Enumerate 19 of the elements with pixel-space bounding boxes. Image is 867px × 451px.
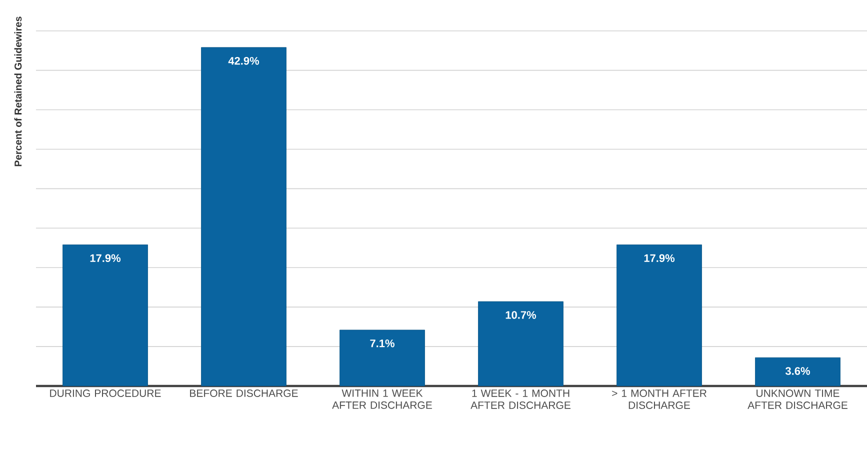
y-axis-title: Percent of Retained Guidewires <box>14 16 22 166</box>
x-tick-label: > 1 MONTH AFTER DISCHARGE <box>612 390 706 409</box>
data-label: 42.9% <box>228 56 260 65</box>
bar <box>616 244 702 386</box>
data-label: 17.9% <box>644 254 675 262</box>
bar <box>201 47 286 386</box>
bar <box>478 301 564 386</box>
data-label: 17.9% <box>90 254 121 262</box>
bar <box>62 244 148 386</box>
x-tick-label: UNKNOWN TIME AFTER DISCHARGE <box>748 390 848 409</box>
data-label: 7.1% <box>370 339 394 348</box>
bar <box>755 357 840 386</box>
x-tick-label: BEFORE DISCHARGE <box>190 390 298 397</box>
x-tick-label: DURING PROCEDURE <box>50 390 161 397</box>
x-tick-label: WITHIN 1 WEEK AFTER DISCHARGE <box>332 390 432 409</box>
data-label: 3.6% <box>785 367 810 375</box>
bar <box>340 330 425 386</box>
data-label: 10.7% <box>506 311 536 319</box>
x-tick-label: 1 WEEK - 1 MONTH AFTER DISCHARGE <box>470 390 570 409</box>
